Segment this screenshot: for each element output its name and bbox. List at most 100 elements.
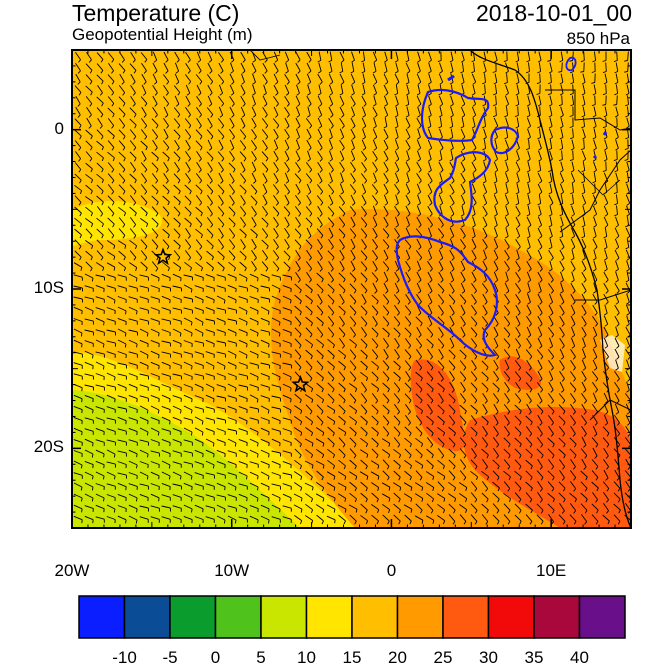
colorbar-label: -5 xyxy=(150,648,190,668)
wind-barb-flag xyxy=(159,498,160,502)
wind-barb-flag xyxy=(93,476,94,479)
wind-barb-flag xyxy=(82,498,83,502)
wind-barb-flag xyxy=(280,509,281,512)
wind-barb-flag xyxy=(247,498,248,502)
wind-barb-flag xyxy=(192,487,193,491)
wind-barb-flag xyxy=(258,278,259,281)
colorbar-label: 5 xyxy=(241,648,281,668)
wind-barb-flag xyxy=(92,487,93,490)
wind-barb-flag xyxy=(82,509,83,513)
wind-barb-flag xyxy=(246,278,247,281)
wind-barb-flag xyxy=(104,399,105,402)
wind-barb-flag xyxy=(225,509,226,513)
wind-barb-flag xyxy=(148,454,149,457)
wind-barb-flag xyxy=(137,509,138,513)
wind-barb-flag xyxy=(104,454,105,458)
wind-barb xyxy=(540,74,541,83)
wind-barb-flag xyxy=(247,322,248,325)
wind-barb-flag xyxy=(192,498,193,502)
colorbar-label: 15 xyxy=(332,648,372,668)
wind-barb-flag xyxy=(246,355,247,358)
colorbar-box xyxy=(125,596,171,638)
wind-barb-flag xyxy=(291,300,292,303)
wind-barb-flag xyxy=(126,520,127,524)
wind-barb-flag xyxy=(247,421,248,425)
wind-barb-flag xyxy=(192,366,193,370)
colorbar-label: -10 xyxy=(105,648,145,668)
wind-barb-flag xyxy=(258,355,259,359)
wind-barb xyxy=(540,107,541,116)
wind-barb-flag xyxy=(203,454,204,458)
wind-barb xyxy=(584,140,585,149)
colorbar-label: 25 xyxy=(423,648,463,668)
lon-tick-label: 10W xyxy=(202,561,262,581)
wind-barb-flag xyxy=(269,509,270,513)
wind-barb-flag xyxy=(247,476,248,479)
wind-barb-flag xyxy=(269,344,270,348)
wind-barb xyxy=(562,63,563,72)
colorbar-box xyxy=(534,596,580,638)
wind-barb-flag xyxy=(258,377,259,380)
colorbar-box xyxy=(443,596,489,638)
wind-barb-flag xyxy=(93,311,94,314)
wind-barb-flag xyxy=(147,476,148,479)
wind-barb-flag xyxy=(291,399,292,403)
wind-barb xyxy=(573,151,574,160)
wind-barb-flag xyxy=(258,454,259,458)
wind-barb xyxy=(518,107,519,116)
wind-barb xyxy=(617,96,618,105)
wind-barb-flag xyxy=(279,322,280,325)
wind-barb-flag xyxy=(147,355,148,358)
wind-barb-flag xyxy=(313,487,314,490)
wind-barb-flag xyxy=(82,344,83,348)
wind-barb-flag xyxy=(235,355,236,358)
wind-barb-flag xyxy=(170,421,171,425)
wind-barb-flag xyxy=(92,278,93,281)
wind-barb-flag xyxy=(181,410,182,414)
wind-barb xyxy=(617,184,618,193)
wind-barb-flag xyxy=(247,509,248,513)
wind-barb-flag xyxy=(93,410,94,414)
colorbar-box xyxy=(261,596,307,638)
wind-barb-flag xyxy=(213,388,214,391)
wind-barb-flag xyxy=(214,300,215,304)
wind-barb-flag xyxy=(258,487,259,490)
wind-barb-flag xyxy=(104,498,105,501)
wind-barb-flag xyxy=(214,454,215,458)
colorbar xyxy=(79,596,625,638)
wind-barb-flag xyxy=(246,311,247,314)
wind-barb-flag xyxy=(137,465,138,468)
wind-barb-flag xyxy=(280,498,281,501)
wind-barb-flag xyxy=(191,322,192,325)
wind-barb-flag xyxy=(104,322,105,326)
wind-barb-flag xyxy=(290,410,291,413)
wind-barb-flag xyxy=(235,487,236,490)
colorbar-box xyxy=(216,596,262,638)
lat-tick-label: 10S xyxy=(24,278,64,298)
wind-barb-flag xyxy=(258,476,259,479)
wind-barb-flag xyxy=(291,388,292,392)
colorbar-label: 0 xyxy=(196,648,236,668)
wind-barb-flag xyxy=(335,498,336,501)
wind-barb-flag xyxy=(159,333,160,336)
wind-barb-flag xyxy=(93,355,94,359)
wind-barb-flag xyxy=(181,344,182,348)
colorbar-box xyxy=(79,596,125,638)
wind-barb-flag xyxy=(81,333,82,336)
wind-barb xyxy=(584,52,585,61)
wind-barb-flag xyxy=(258,443,259,447)
temperature-field xyxy=(72,50,631,528)
wind-barb-flag xyxy=(214,399,215,403)
wind-barb-flag xyxy=(269,454,270,457)
wind-barb-flag xyxy=(235,520,236,523)
wind-barb-flag xyxy=(147,432,148,435)
colorbar-box xyxy=(170,596,216,638)
wind-barb-flag xyxy=(93,520,94,524)
wind-barb-flag xyxy=(213,366,214,369)
wind-barb-flag xyxy=(159,278,160,282)
wind-barb-flag xyxy=(224,520,225,523)
colorbar-box xyxy=(489,596,535,638)
wind-barb-flag xyxy=(137,311,138,314)
wind-barb-flag xyxy=(115,377,116,381)
colorbar-label: 35 xyxy=(514,648,554,668)
